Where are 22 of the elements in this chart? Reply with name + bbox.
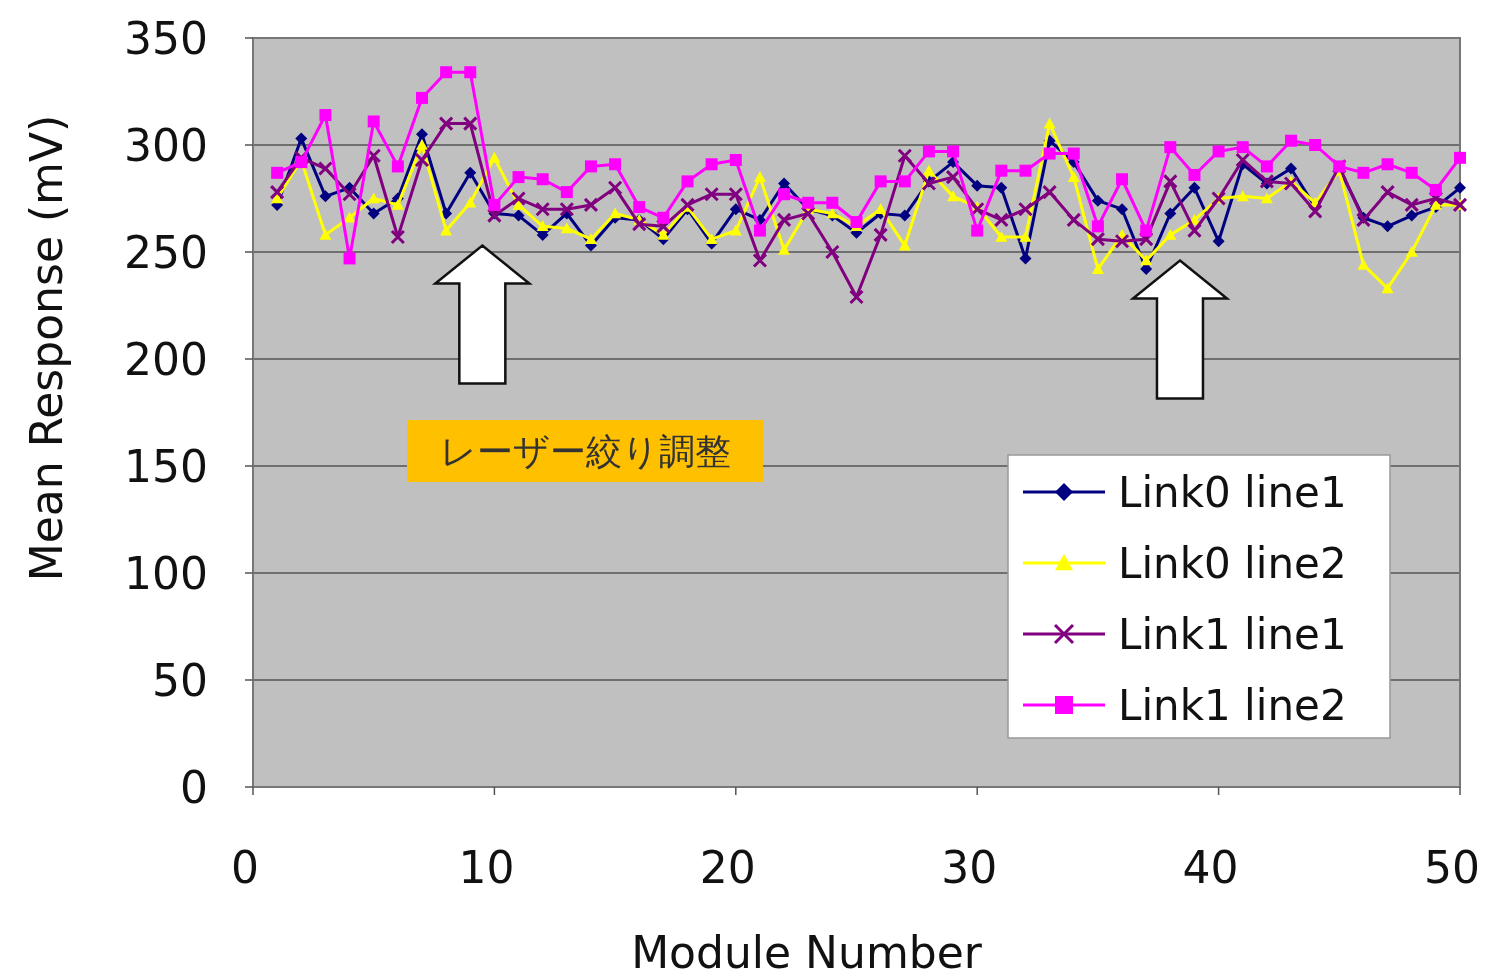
legend-label: Link1 line2 xyxy=(1118,681,1347,730)
legend-label: Link1 line1 xyxy=(1118,610,1347,659)
legend-label: Link0 line2 xyxy=(1118,539,1347,588)
annotation: レーザー絞り調整 xyxy=(439,431,731,472)
y-tick-label: 150 xyxy=(124,441,208,492)
x-tick-label: 10 xyxy=(458,842,515,893)
x-tick-label: 20 xyxy=(699,842,756,893)
y-tick-label: 350 xyxy=(124,13,208,64)
y-tick-label: 100 xyxy=(124,548,208,599)
x-axis-title: Module Number xyxy=(631,927,983,978)
annotation: レーザー絞り調整 xyxy=(407,420,763,482)
x-tick-label: 50 xyxy=(1424,842,1480,893)
y-tick-label: 200 xyxy=(124,334,208,385)
x-tick-label: 0 xyxy=(231,842,259,893)
x-tick-label: 30 xyxy=(941,842,998,893)
legend-label: Link0 line1 xyxy=(1118,468,1347,517)
y-tick-label: 250 xyxy=(124,227,208,278)
y-tick-label: 0 xyxy=(180,762,208,813)
y-tick-label: 50 xyxy=(152,655,208,706)
y-tick-label: 300 xyxy=(124,120,208,171)
y-axis-title: Mean Response (mV) xyxy=(21,114,72,582)
x-tick-label: 40 xyxy=(1182,842,1239,893)
